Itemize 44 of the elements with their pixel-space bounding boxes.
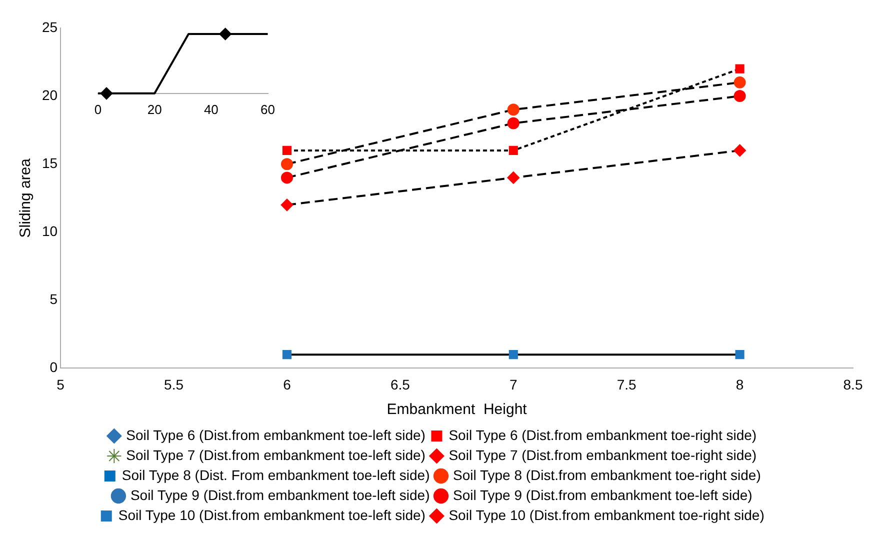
legend-label: Soil Type 8 (Dist.from embankment toe-right side): [452, 466, 761, 483]
point: [282, 350, 292, 360]
point: [508, 146, 518, 156]
point: [280, 158, 293, 170]
point: [280, 198, 293, 211]
legend-label: Soil Type 9 (Dist.from embankment toe-left side): [130, 486, 430, 503]
x-tick-label: 7.5: [616, 376, 637, 392]
legend-label: Soil Type 7 (Dist.from embankment toe-right side): [448, 446, 757, 463]
point: [507, 104, 520, 116]
x-tick-label: 8: [736, 376, 744, 392]
point: [507, 117, 520, 130]
x-tick-label: 60: [260, 102, 276, 117]
x-tick-label: 6.5: [390, 376, 410, 392]
point: [280, 172, 293, 184]
y-tick-label: 15: [42, 154, 58, 171]
x-tick-label: 8.5: [843, 376, 863, 392]
point: [735, 350, 744, 360]
x-tick-label: 0: [94, 102, 102, 117]
legend-label: Soil Type 9 (Dist.from embankment toe-left side): [453, 486, 752, 503]
legend-label: Soil Type 7 (Dist.from embankment toe-left side): [126, 446, 426, 463]
x-tick-label: 40: [204, 102, 218, 117]
legend-label: Soil Type 6 (Dist.from embankment toe-left side): [126, 426, 426, 443]
point: [734, 144, 746, 156]
y-tick-label: 10: [42, 222, 58, 239]
x-tick-label: 20: [147, 102, 162, 117]
y-axis-title: Sliding area: [17, 158, 34, 238]
point: [282, 146, 292, 156]
point: [734, 90, 746, 102]
y-tick-label: 25: [42, 18, 58, 35]
legend-label: Soil Type 8 (Dist. From embankment toe-left side): [122, 466, 430, 483]
y-tick-label: 0: [50, 359, 58, 376]
point: [735, 64, 744, 74]
legend-label: Soil Type 6 (Dist.from embankment toe-right side): [448, 426, 757, 443]
y-tick-label: 5: [50, 291, 58, 308]
x-tick-label: 6: [283, 376, 292, 392]
x-tick-label: 5.5: [164, 376, 184, 392]
point: [734, 76, 746, 88]
x-axis-title: Embankment Height: [386, 401, 528, 418]
point: [508, 350, 518, 360]
legend-label: Soil Type 10 (Dist.from embankment toe-left side): [118, 506, 426, 523]
y-tick-label: 20: [42, 86, 58, 103]
legend-label: Soil Type 10 (Dist.from embankment toe-right side): [448, 506, 764, 523]
x-tick-label: 7: [509, 376, 518, 392]
point: [507, 172, 520, 184]
